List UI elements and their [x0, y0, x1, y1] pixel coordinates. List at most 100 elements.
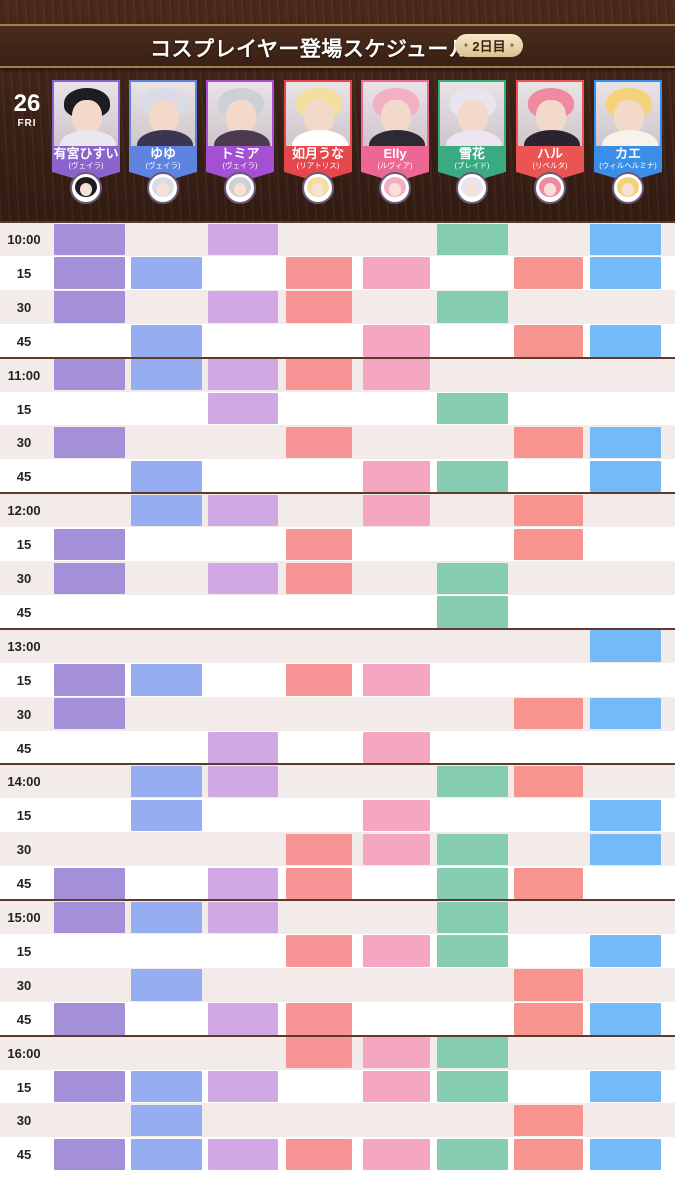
time-label: 30: [16, 706, 32, 722]
appearance-slot: [286, 562, 352, 594]
time-row: [0, 391, 675, 426]
appearance-slot: [208, 1138, 278, 1171]
appearance-slot: [590, 1071, 661, 1103]
time-row: [0, 459, 675, 494]
time-label: 15: [16, 401, 32, 417]
appearance-slot: [514, 698, 583, 730]
appearance-slot: [590, 325, 661, 357]
time-label: 15: [16, 943, 32, 959]
appearance-slot: [208, 494, 278, 527]
time-row: [0, 594, 675, 630]
appearance-slot: [54, 426, 125, 459]
cosplayer-photo: [206, 80, 274, 148]
appearance-slot: [208, 393, 278, 425]
character-name: (ルヴィア): [377, 161, 413, 170]
cosplayer-name: カエ: [614, 146, 641, 161]
character-avatar-icon: [302, 172, 334, 204]
date-day: 26: [13, 90, 41, 117]
character-name: (リベルタ): [532, 161, 568, 170]
appearance-slot: [131, 359, 202, 391]
character-name: (ヴェイラ): [145, 161, 181, 170]
appearance-slot: [437, 1071, 508, 1103]
appearance-slot: [208, 1071, 278, 1103]
appearance-slot: [514, 494, 583, 527]
appearance-slot: [514, 528, 583, 560]
date-block: 26 FRI: [8, 90, 46, 130]
appearance-slot: [363, 732, 430, 764]
appearance-slot: [437, 291, 508, 323]
appearance-slot: [54, 257, 125, 289]
time-label: 15: [16, 672, 32, 688]
appearance-slot: [514, 325, 583, 357]
appearance-slot: [131, 494, 202, 527]
appearance-slot: [363, 494, 430, 527]
cosplayer-card[interactable]: ハル (リベルタ): [516, 80, 584, 210]
appearance-slot: [437, 393, 508, 425]
appearance-slot: [363, 799, 430, 832]
appearance-slot: [437, 935, 508, 967]
cosplayer-card[interactable]: 如月うな (リアトリス): [284, 80, 352, 210]
appearance-slot: [437, 1037, 508, 1069]
time-label: 13:00: [7, 638, 41, 654]
appearance-slot: [131, 901, 202, 933]
cosplayer-name: 有宮ひすい: [53, 146, 119, 161]
appearance-slot: [590, 223, 661, 255]
page-title: コスプレイヤー登場スケジュール: [150, 38, 471, 61]
cosplayer-card[interactable]: カエ (ウィルヘルミナ): [594, 80, 662, 210]
hour-divider: [0, 1034, 675, 1037]
appearance-slot: [286, 1003, 352, 1035]
cosplayer-card[interactable]: 有宮ひすい (ヴェイラ): [52, 80, 120, 210]
time-row: [0, 628, 675, 664]
appearance-slot: [590, 698, 661, 730]
cosplayer-card[interactable]: トミア (ヴェイラ): [206, 80, 274, 210]
cosplayer-name: 如月うな: [291, 146, 344, 161]
character-avatar-icon: [147, 172, 179, 204]
appearance-slot: [54, 867, 125, 899]
appearance-slot: [590, 426, 661, 459]
appearance-slot: [514, 969, 583, 1001]
cosplayer-name: 雪花: [458, 146, 485, 161]
appearance-slot: [131, 799, 202, 832]
appearance-slot: [131, 1071, 202, 1103]
appearance-slot: [286, 1037, 352, 1069]
character-name: (ヴェイラ): [68, 161, 104, 170]
appearance-slot: [208, 223, 278, 255]
appearance-slot: [54, 1003, 125, 1035]
appearance-slot: [363, 664, 430, 696]
day-badge: 2日目: [455, 34, 523, 57]
appearance-slot: [208, 1003, 278, 1035]
schedule-grid: 10:00 15 30 45 11:00 15 30 45 12:00 15 30 45 13:00 15…: [0, 221, 675, 1200]
time-row: [0, 730, 675, 765]
appearance-slot: [514, 1138, 583, 1171]
appearance-slot: [286, 528, 352, 560]
appearance-slot: [54, 1071, 125, 1103]
appearance-slot: [286, 935, 352, 967]
title-band: コスプレイヤー登場スケジュール 2日目: [0, 24, 675, 68]
appearance-slot: [54, 528, 125, 560]
appearance-slot: [131, 1104, 202, 1137]
appearance-slot: [437, 223, 508, 255]
appearance-slot: [286, 291, 352, 323]
appearance-slot: [131, 1138, 202, 1171]
appearance-slot: [208, 765, 278, 798]
appearance-slot: [437, 596, 508, 628]
appearance-slot: [131, 969, 202, 1001]
cosplayer-card[interactable]: 雪花 (ブレイド): [438, 80, 506, 210]
appearance-slot: [54, 698, 125, 730]
appearance-slot: [208, 291, 278, 323]
cosplayer-card[interactable]: Elly (ルヴィア): [361, 80, 429, 210]
appearance-slot: [208, 732, 278, 764]
appearance-slot: [514, 867, 583, 899]
character-avatar-icon: [70, 172, 102, 204]
appearance-slot: [286, 426, 352, 459]
time-label: 45: [16, 1147, 32, 1163]
appearance-slot: [54, 664, 125, 696]
character-avatar-icon: [456, 172, 488, 204]
hour-divider: [0, 763, 675, 766]
cosplayer-card[interactable]: ゆゆ (ヴェイラ): [129, 80, 197, 210]
appearance-slot: [514, 1104, 583, 1137]
appearance-slot: [363, 935, 430, 967]
hour-divider: [0, 899, 675, 901]
appearance-slot: [131, 765, 202, 798]
appearance-slot: [437, 1138, 508, 1171]
